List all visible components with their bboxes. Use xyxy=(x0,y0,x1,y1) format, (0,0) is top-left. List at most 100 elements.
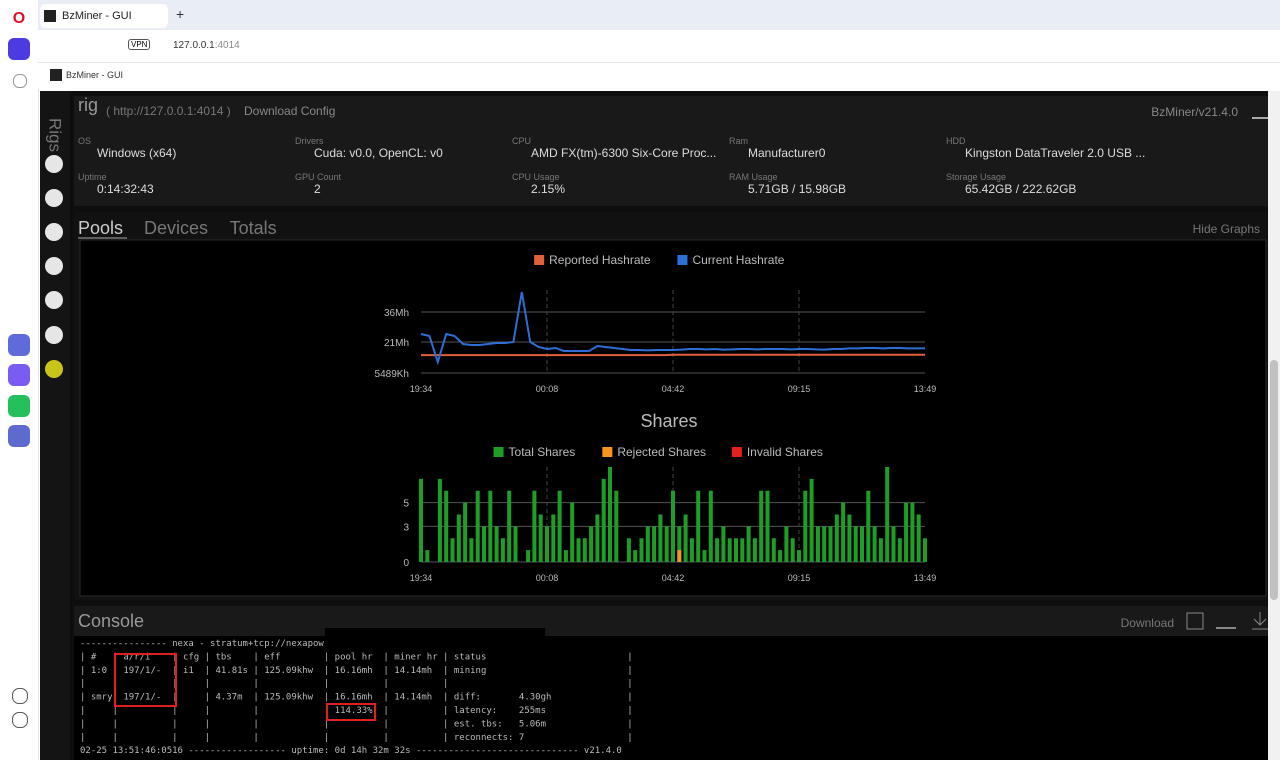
tab-title: BzMiner - GUI xyxy=(62,10,132,22)
console-download[interactable]: Download xyxy=(1121,616,1174,630)
highlight-box xyxy=(326,703,376,721)
y-tick-label: 3 xyxy=(403,522,409,533)
y-tick-label: 0 xyxy=(403,558,409,569)
share-bar xyxy=(696,490,701,562)
share-bar xyxy=(721,526,726,562)
tab-bar xyxy=(38,0,1280,30)
legend-swatch xyxy=(677,255,688,265)
console-body xyxy=(74,636,1268,760)
history-button[interactable] xyxy=(12,712,28,728)
info-value: Cuda: v0.0, OpenCL: v0 xyxy=(314,146,443,160)
x-tick-label: 13:49 xyxy=(914,573,937,583)
bookmarks-button[interactable] xyxy=(13,74,27,88)
share-bar xyxy=(469,538,474,562)
share-bar xyxy=(878,538,883,562)
share-bar xyxy=(847,514,852,562)
bookmark[interactable]: BzMiner - GUI xyxy=(66,70,124,80)
share-bar xyxy=(897,538,902,562)
share-bar xyxy=(645,526,650,562)
share-bar xyxy=(444,490,449,562)
messenger-button[interactable] xyxy=(8,364,30,386)
share-bar xyxy=(639,538,644,562)
scrollbar-thumb[interactable] xyxy=(1270,360,1278,600)
maximize-console[interactable] xyxy=(1186,612,1204,630)
share-bar xyxy=(633,550,638,562)
favorites-button[interactable] xyxy=(12,688,28,704)
share-bar xyxy=(494,526,499,562)
share-bar xyxy=(746,526,751,562)
rig-address[interactable]: ( http://127.0.0.1:4014 ) xyxy=(106,104,231,118)
share-bar xyxy=(809,478,814,562)
info-label: OS xyxy=(78,136,91,146)
legend-swatch xyxy=(731,447,742,457)
download-icon[interactable] xyxy=(1252,612,1268,630)
console-title: Console xyxy=(78,611,144,631)
tab[interactable]: Pools xyxy=(78,218,123,238)
hide-graphs[interactable]: Hide Graphs xyxy=(1193,222,1260,236)
whatsapp-button[interactable] xyxy=(8,395,30,417)
bookmark-bar: BzMiner - GUI xyxy=(38,63,1280,89)
share-bar xyxy=(538,514,543,562)
info-value: 2 xyxy=(314,182,321,196)
y-tick-label: 5 xyxy=(403,499,409,510)
share-bar xyxy=(551,514,556,562)
share-bar xyxy=(450,538,455,562)
new-tab-button[interactable]: + xyxy=(176,6,185,22)
legend-label: Total Shares xyxy=(509,445,576,459)
info-value: 65.42GB / 222.62GB xyxy=(965,182,1076,196)
share-bar xyxy=(557,490,562,562)
favicon xyxy=(44,10,56,23)
share-bar xyxy=(822,526,827,562)
opera-logo[interactable]: O xyxy=(8,8,30,30)
console-line: | | | | | | | | reconnects: 7 | xyxy=(80,733,633,743)
aria-button[interactable] xyxy=(8,334,30,356)
address-bar: VPN 127.0.0.1:4014 xyxy=(38,30,1280,63)
share-bar xyxy=(532,490,537,562)
x-tick-label: 13:49 xyxy=(914,384,937,394)
url-host: 127.0.0.1 xyxy=(173,40,215,51)
download-config[interactable]: Download Config xyxy=(244,104,335,118)
rig-button[interactable] xyxy=(45,257,63,275)
share-bar xyxy=(437,478,442,562)
info-label: CPU Usage xyxy=(512,172,560,182)
rig-button[interactable] xyxy=(45,360,63,378)
browser-tab[interactable]: BzMiner - GUI xyxy=(40,4,168,28)
info-label: RAM Usage xyxy=(729,172,778,182)
share-bar xyxy=(727,538,732,562)
x-tick-label: 19:34 xyxy=(410,573,433,583)
opera-sidebar: O xyxy=(0,0,39,760)
x-tick-label: 04:42 xyxy=(662,384,685,394)
tab[interactable]: Devices xyxy=(144,218,208,238)
share-bar xyxy=(828,526,833,562)
share-bar xyxy=(797,550,801,562)
share-bar xyxy=(734,538,738,562)
rig-button[interactable] xyxy=(45,223,63,241)
rig-button[interactable] xyxy=(45,326,63,344)
legend-swatch xyxy=(602,447,613,457)
highlight-box xyxy=(114,653,177,707)
x-tick-label: 19:34 xyxy=(410,384,433,394)
vpn-badge[interactable]: VPN xyxy=(128,39,151,50)
tab[interactable]: Totals xyxy=(230,218,277,238)
rig-button[interactable] xyxy=(45,189,63,207)
share-bar xyxy=(740,538,745,562)
home-button[interactable] xyxy=(8,38,30,60)
rig-button[interactable] xyxy=(45,155,63,173)
share-bar xyxy=(891,526,896,562)
share-bar xyxy=(683,514,688,562)
url-port: :4014 xyxy=(214,40,240,51)
rig-button[interactable] xyxy=(45,291,63,309)
y-tick-label: 21Mh xyxy=(384,338,409,349)
url[interactable]: 127.0.0.1:4014 xyxy=(173,40,240,51)
share-bar xyxy=(425,550,430,562)
music-button[interactable] xyxy=(8,425,30,447)
info-value: 2.15% xyxy=(531,182,565,196)
legend-label: Invalid Shares xyxy=(747,445,823,459)
share-bar xyxy=(708,490,713,562)
info-value: Kingston DataTraveler 2.0 USB ... xyxy=(965,146,1145,160)
legend-swatch xyxy=(493,447,504,457)
info-label: Drivers xyxy=(295,136,324,146)
share-bar xyxy=(576,538,581,562)
share-bar xyxy=(677,526,682,562)
